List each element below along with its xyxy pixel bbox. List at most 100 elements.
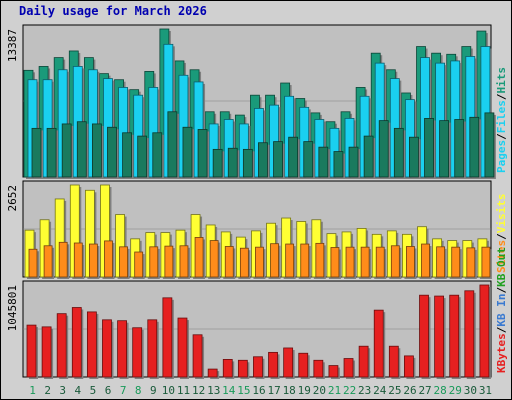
hits-bar-pages — [76, 121, 87, 178]
x-tick-label: 18 — [283, 384, 296, 397]
hits-bar-pages — [409, 136, 419, 178]
kbytes-bar-kbytes — [253, 356, 263, 378]
x-tick-label: 19 — [298, 384, 311, 397]
hits-bar-pages — [107, 126, 117, 178]
x-tick-label: 27 — [418, 384, 431, 397]
kbytes-bar-kbytes — [358, 345, 369, 378]
visits-bar-sites — [360, 246, 370, 278]
visits-legend-sites: Sites — [495, 240, 508, 273]
kbytes-bar-kbytes — [434, 295, 445, 378]
kbytes-bar-kbytes — [192, 334, 203, 378]
kbytes-bar-kbytes — [373, 309, 384, 378]
x-tick-label: 16 — [252, 384, 265, 397]
visits-bar-sites — [73, 242, 83, 278]
hits-bar-pages — [273, 141, 283, 178]
visits-bar-sites — [104, 240, 113, 278]
visits-bar-sites — [330, 247, 340, 278]
visits-bar-sites — [375, 246, 385, 278]
hits-bar-pages — [137, 135, 148, 178]
x-tick-label: 10 — [162, 384, 175, 397]
hits-bar-pages — [61, 123, 72, 178]
visits-bar-sites — [285, 243, 295, 278]
visits-bar-sites — [466, 247, 476, 278]
kbytes-bar-kbytes — [449, 294, 460, 378]
x-tick-label: 1 — [29, 384, 36, 397]
hits-bar-pages — [484, 112, 495, 178]
hits-legend-pages: Pages — [495, 140, 508, 173]
kbytes-bar-kbytes — [388, 345, 399, 378]
kbytes-legend-kb-out: KB Out — [495, 247, 508, 287]
visits-bar-sites — [224, 246, 234, 278]
x-tick-label: 17 — [267, 384, 280, 397]
kbytes-bar-kbytes — [41, 326, 52, 378]
kbytes-bar-kbytes — [328, 365, 339, 378]
hits-bar-pages — [454, 119, 465, 178]
visits-bar-sites — [149, 246, 159, 278]
hits-bar-pages — [333, 151, 344, 178]
x-tick-label: 6 — [105, 384, 112, 397]
visits-bar-sites — [390, 245, 400, 278]
visits-bar-sites — [345, 246, 355, 278]
hits-legend-hits: Hits — [495, 67, 508, 94]
kbytes-bar-kbytes — [177, 317, 188, 378]
visits-bar-sites — [255, 246, 264, 278]
visits-bar-sites — [58, 241, 68, 278]
hits-bar-pages — [363, 135, 374, 178]
visits-bar-sites — [164, 245, 174, 278]
x-tick-label: 13 — [207, 384, 220, 397]
visits-bar-sites — [194, 237, 204, 278]
visits-bar-sites — [134, 251, 144, 278]
visits-legend-visits: Visits — [495, 194, 508, 234]
x-tick-label: 8 — [135, 384, 142, 397]
visits-bar-sites — [179, 245, 189, 278]
kbytes-bar-kbytes — [222, 359, 233, 378]
kbytes-bar-kbytes — [56, 313, 67, 378]
hits-bar-pages — [348, 146, 359, 178]
visits-bar-sites — [300, 243, 310, 278]
kbytes-bar-kbytes — [162, 297, 173, 378]
visits-bar-sites — [239, 247, 249, 278]
visits-bar-sites — [28, 248, 38, 278]
kbytes-legend-kbytes: KBytes — [495, 333, 508, 373]
x-tick-label: 9 — [150, 384, 157, 397]
x-tick-label: 11 — [177, 384, 190, 397]
visits-bar-sites — [88, 243, 98, 278]
kbytes-bar-kbytes — [132, 327, 143, 378]
x-tick-label: 2 — [44, 384, 51, 397]
hits-bar-pages — [242, 148, 253, 178]
hits-bar-pages — [167, 111, 178, 178]
x-tick-label: 4 — [75, 384, 82, 397]
kbytes-bar-kbytes — [283, 347, 294, 378]
hits-bar-pages — [182, 126, 193, 178]
x-tick-label: 12 — [192, 384, 205, 397]
visits-bar-sites — [406, 246, 415, 278]
x-tick-label: 20 — [313, 384, 326, 397]
x-tick-label: 14 — [222, 384, 236, 397]
x-tick-label: 23 — [358, 384, 371, 397]
x-tick-label: 21 — [328, 384, 341, 397]
x-tick-label: 28 — [434, 384, 447, 397]
kbytes-bar-kbytes — [26, 324, 37, 378]
hits-bar-pages — [31, 127, 42, 178]
visits-axis-max-label: 2652 — [6, 185, 19, 212]
kbytes-bar-kbytes — [343, 358, 354, 378]
visits-bar-sites — [315, 242, 325, 278]
visits-bar-sites — [481, 246, 491, 278]
kbytes-bar-kbytes — [86, 311, 97, 378]
kbytes-bar-kbytes — [313, 359, 324, 378]
hits-bar-pages — [152, 132, 163, 178]
x-tick-label: 7 — [120, 384, 127, 397]
kbytes-bar-kbytes — [268, 351, 278, 378]
hits-bar-pages — [258, 142, 268, 178]
kbytes-axis-max-label: 1045801 — [6, 285, 19, 331]
kbytes-bar-kbytes — [404, 355, 414, 378]
visits-bar-sites — [119, 246, 128, 278]
x-tick-label: 3 — [59, 384, 66, 397]
hits-bar-pages — [424, 118, 434, 178]
x-tick-label: 24 — [373, 384, 387, 397]
kbytes-bar-kbytes — [147, 319, 158, 378]
visits-bar-sites — [43, 245, 53, 278]
x-tick-label: 26 — [403, 384, 416, 397]
visits-bar-sites — [209, 240, 219, 278]
